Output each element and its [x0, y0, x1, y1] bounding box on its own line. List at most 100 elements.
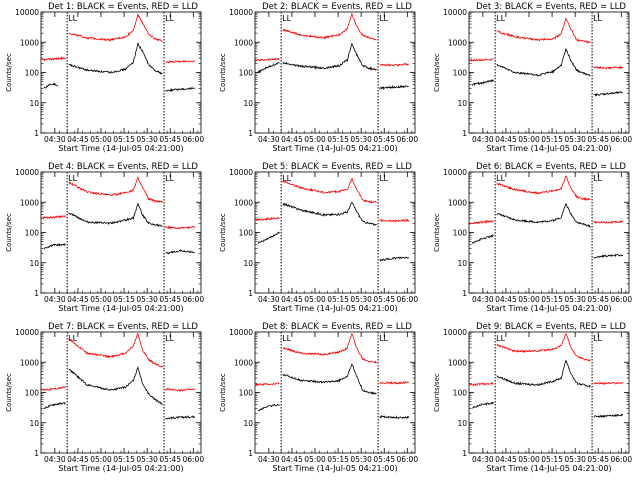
series-lld-line	[468, 58, 494, 62]
y-tick-label: 1000	[234, 38, 253, 47]
y-tick-label: 1	[462, 129, 467, 138]
y-axis-label: Counts/sec	[433, 53, 441, 92]
panel-title: Det 4: BLACK = Events, RED = LLD	[48, 162, 198, 172]
y-tick-label: 1000	[448, 38, 467, 47]
x-tick-label: 05:00	[518, 135, 540, 144]
x-tick-label: 05:15	[113, 455, 135, 464]
y-tick-label: 1	[34, 449, 39, 458]
plot-frame	[40, 11, 202, 134]
panel-title: Det 6: BLACK = Events, RED = LLD	[476, 162, 626, 172]
y-tick-label: 10	[457, 99, 467, 108]
x-tick-label: 04:30	[44, 295, 66, 304]
x-tick-label: 05:15	[541, 455, 563, 464]
y-tick-label: 100	[453, 229, 468, 238]
x-tick-label: 06:00	[610, 295, 632, 304]
x-tick-label: 05:30	[350, 455, 372, 464]
y-tick-label: 1000	[20, 358, 39, 367]
x-tick-label: 05:30	[564, 135, 586, 144]
x-tick-label: 04:45	[281, 295, 303, 304]
x-tick-label: 04:45	[67, 455, 89, 464]
series-lld-line	[68, 12, 163, 43]
x-tick-label: 05:00	[90, 455, 112, 464]
x-tick-label: 04:45	[495, 295, 517, 304]
panel-title: Det 9: BLACK = Events, RED = LLD	[476, 322, 626, 332]
series-events-line	[165, 87, 195, 93]
x-tick-label: 04:30	[44, 455, 66, 464]
series-events-line	[471, 233, 494, 244]
y-tick-label: 10000	[15, 328, 39, 337]
x-axis-label: Start Time (14-Jul-05 04:21:00)	[272, 304, 397, 313]
x-axis-label: Start Time (14-Jul-05 04:21:00)	[486, 144, 611, 153]
series-lld-line	[593, 220, 624, 225]
series-lld-line	[593, 65, 624, 70]
panel-det-1: Det 1: BLACK = Events, RED = LLD 1 10 100 10…	[5, 2, 204, 153]
x-axis-label: Start Time (14-Jul-05 04:21:00)	[272, 464, 397, 473]
series-events-line	[165, 415, 196, 420]
x-tick-label: 05:00	[304, 135, 326, 144]
x-tick-label: 05:00	[518, 295, 540, 304]
panel-det-2: Det 2: BLACK = Events, RED = LLD 1 10 100 10…	[219, 2, 418, 153]
series-events-line	[379, 84, 409, 91]
series-lld-line	[68, 176, 163, 204]
y-tick-label: 10000	[443, 8, 467, 17]
x-tick-label: 05:45	[373, 455, 395, 464]
series-events-line	[593, 413, 624, 418]
x-tick-label: 05:45	[587, 455, 609, 464]
x-axis-label: Start Time (14-Jul-05 04:21:00)	[486, 464, 611, 473]
x-tick-label: 06:00	[182, 295, 204, 304]
x-tick-label: 05:00	[90, 295, 112, 304]
series-events-line	[68, 366, 163, 405]
series-events-line	[593, 253, 624, 259]
saa-boundary-label: LL	[379, 174, 388, 183]
saa-boundary-label: LL	[379, 14, 388, 23]
x-tick-label: 05:00	[90, 135, 112, 144]
y-tick-label: 10000	[229, 328, 253, 337]
saa-boundary-label: LL	[165, 334, 174, 343]
y-tick-label: 10000	[443, 328, 467, 337]
panel-title: Det 5: BLACK = Events, RED = LLD	[262, 162, 412, 172]
panel-det-7: Det 7: BLACK = Events, RED = LLD 1 10 100 10…	[5, 322, 204, 473]
x-tick-label: 05:00	[518, 455, 540, 464]
panel-det-9: Det 9: BLACK = Events, RED = LLD 1 10 100 10…	[433, 322, 632, 473]
x-tick-label: 04:30	[472, 455, 494, 464]
x-tick-label: 05:15	[327, 135, 349, 144]
x-tick-label: 05:45	[587, 135, 609, 144]
series-lld-line	[379, 381, 410, 385]
series-events-line	[165, 249, 196, 255]
saa-boundary-label: LL	[496, 174, 505, 183]
x-axis-label: Start Time (14-Jul-05 04:21:00)	[486, 304, 611, 313]
y-axis-label: Counts/sec	[5, 373, 13, 412]
series-lld-line	[379, 218, 410, 223]
x-tick-label: 05:00	[304, 455, 326, 464]
x-tick-label: 06:00	[396, 135, 418, 144]
saa-boundary-label: LL	[68, 14, 77, 23]
saa-boundary-label: LL	[593, 14, 602, 23]
series-lld-line	[165, 60, 195, 64]
x-tick-label: 06:00	[610, 455, 632, 464]
y-tick-label: 10	[243, 419, 253, 428]
saa-boundary-label: LL	[379, 334, 388, 343]
series-events-line	[496, 47, 591, 77]
x-tick-label: 05:30	[564, 455, 586, 464]
x-axis-label: Start Time (14-Jul-05 04:21:00)	[58, 464, 183, 473]
y-tick-label: 1	[462, 289, 467, 298]
y-axis-label: Counts/sec	[5, 213, 13, 252]
series-lld-line	[165, 225, 196, 230]
series-events-line	[43, 82, 59, 89]
series-lld-line	[593, 381, 624, 386]
x-tick-label: 05:45	[373, 295, 395, 304]
x-tick-label: 05:45	[159, 135, 181, 144]
y-tick-label: 10	[457, 259, 467, 268]
x-tick-label: 04:45	[281, 135, 303, 144]
plot-frame	[468, 171, 630, 294]
x-tick-label: 06:00	[610, 135, 632, 144]
y-tick-label: 10000	[443, 168, 467, 177]
saa-boundary-label: LL	[282, 14, 291, 23]
series-lld-line	[40, 214, 66, 220]
y-tick-label: 1	[248, 449, 253, 458]
x-tick-label: 05:30	[136, 455, 158, 464]
x-tick-label: 05:00	[304, 295, 326, 304]
panel-det-4: Det 4: BLACK = Events, RED = LLD 1 10 100 10…	[5, 162, 204, 313]
y-tick-label: 1000	[448, 358, 467, 367]
series-events-line	[68, 42, 163, 75]
